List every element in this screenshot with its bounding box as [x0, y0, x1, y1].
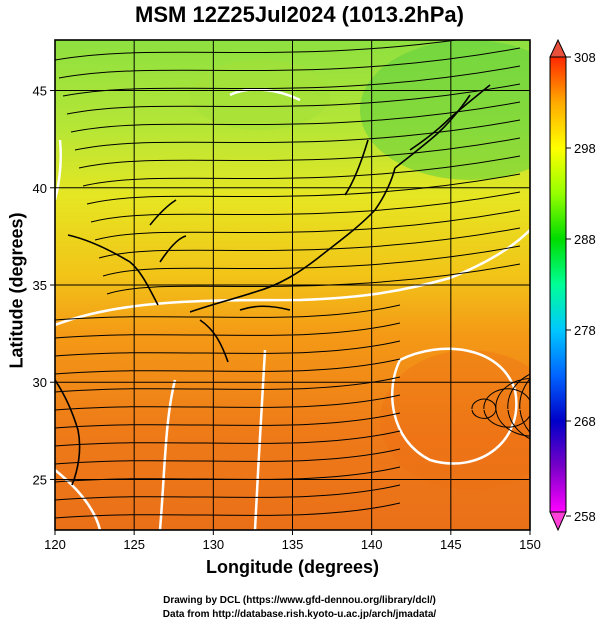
cool-patch	[360, 40, 530, 180]
streamline	[70, 101, 521, 133]
streamline	[78, 137, 521, 169]
streamline	[507, 373, 530, 440]
streamline	[55, 502, 401, 519]
colorbar: 308 298 288 278 268 258	[549, 38, 596, 532]
streamline	[55, 484, 401, 501]
streamline	[55, 322, 401, 339]
x-tick-label: 125	[123, 537, 145, 552]
x-tick-label: 135	[282, 537, 304, 552]
streamline	[94, 209, 521, 241]
streamline	[55, 340, 401, 357]
warm-patch	[380, 350, 530, 490]
coastlines	[55, 84, 491, 486]
x-axis-label: Longitude (degrees)	[205, 557, 379, 577]
streamline	[55, 430, 401, 447]
streamline	[74, 119, 521, 151]
x-tick-label: 150	[519, 537, 541, 552]
streamline	[66, 83, 521, 115]
y-tick-label: 35	[33, 278, 47, 293]
colorbar-label: 288	[574, 232, 596, 247]
colorbar-label: 298	[574, 141, 596, 156]
streamline	[55, 412, 401, 429]
colorbar-label: 268	[574, 414, 596, 429]
colorbar-upper-triangle	[549, 38, 567, 58]
streamline	[495, 378, 530, 437]
streamline	[58, 47, 521, 79]
credit-drawing: Drawing by DCL (https://www.gfd-dennou.o…	[163, 595, 436, 606]
x-tick-label: 120	[44, 537, 66, 552]
streamline	[55, 304, 401, 321]
x-axis-ticks: 120 125 130 135 140 145 150	[44, 530, 541, 552]
x-tick-label: 140	[361, 537, 383, 552]
pressure-contours	[55, 88, 530, 530]
streamlines	[55, 40, 530, 519]
streamline	[483, 388, 530, 428]
streamline	[55, 394, 401, 411]
streamline	[98, 227, 521, 259]
y-tick-label: 40	[33, 181, 47, 196]
credit-data: Data from http://database.rish.kyoto-u.a…	[162, 609, 437, 620]
x-tick-label: 145	[440, 537, 462, 552]
plot-area	[55, 40, 530, 530]
streamline	[106, 263, 521, 295]
cool-patch	[190, 60, 330, 130]
colorbar-label: 258	[574, 509, 596, 524]
y-axis-label: Latitude (degrees)	[6, 212, 27, 369]
streamline	[55, 358, 401, 375]
streamline	[55, 40, 461, 61]
streamline	[55, 376, 401, 393]
streamline	[86, 173, 521, 205]
map-title: MSM 12Z25Jul2024 (1013.2hPa)	[135, 2, 464, 27]
y-tick-label: 45	[33, 84, 47, 99]
streamline	[82, 155, 521, 187]
colorbar-bar	[549, 56, 567, 513]
y-tick-label: 25	[33, 472, 47, 487]
streamline	[55, 448, 401, 465]
colorbar-label: 308	[574, 50, 596, 65]
y-tick-label: 30	[33, 375, 47, 390]
colorbar-label: 278	[574, 323, 596, 338]
streamline	[90, 191, 521, 223]
y-axis-ticks: 25 30 35 40 45	[33, 84, 55, 487]
x-tick-label: 130	[202, 537, 224, 552]
colorbar-lower-triangle	[549, 511, 567, 532]
